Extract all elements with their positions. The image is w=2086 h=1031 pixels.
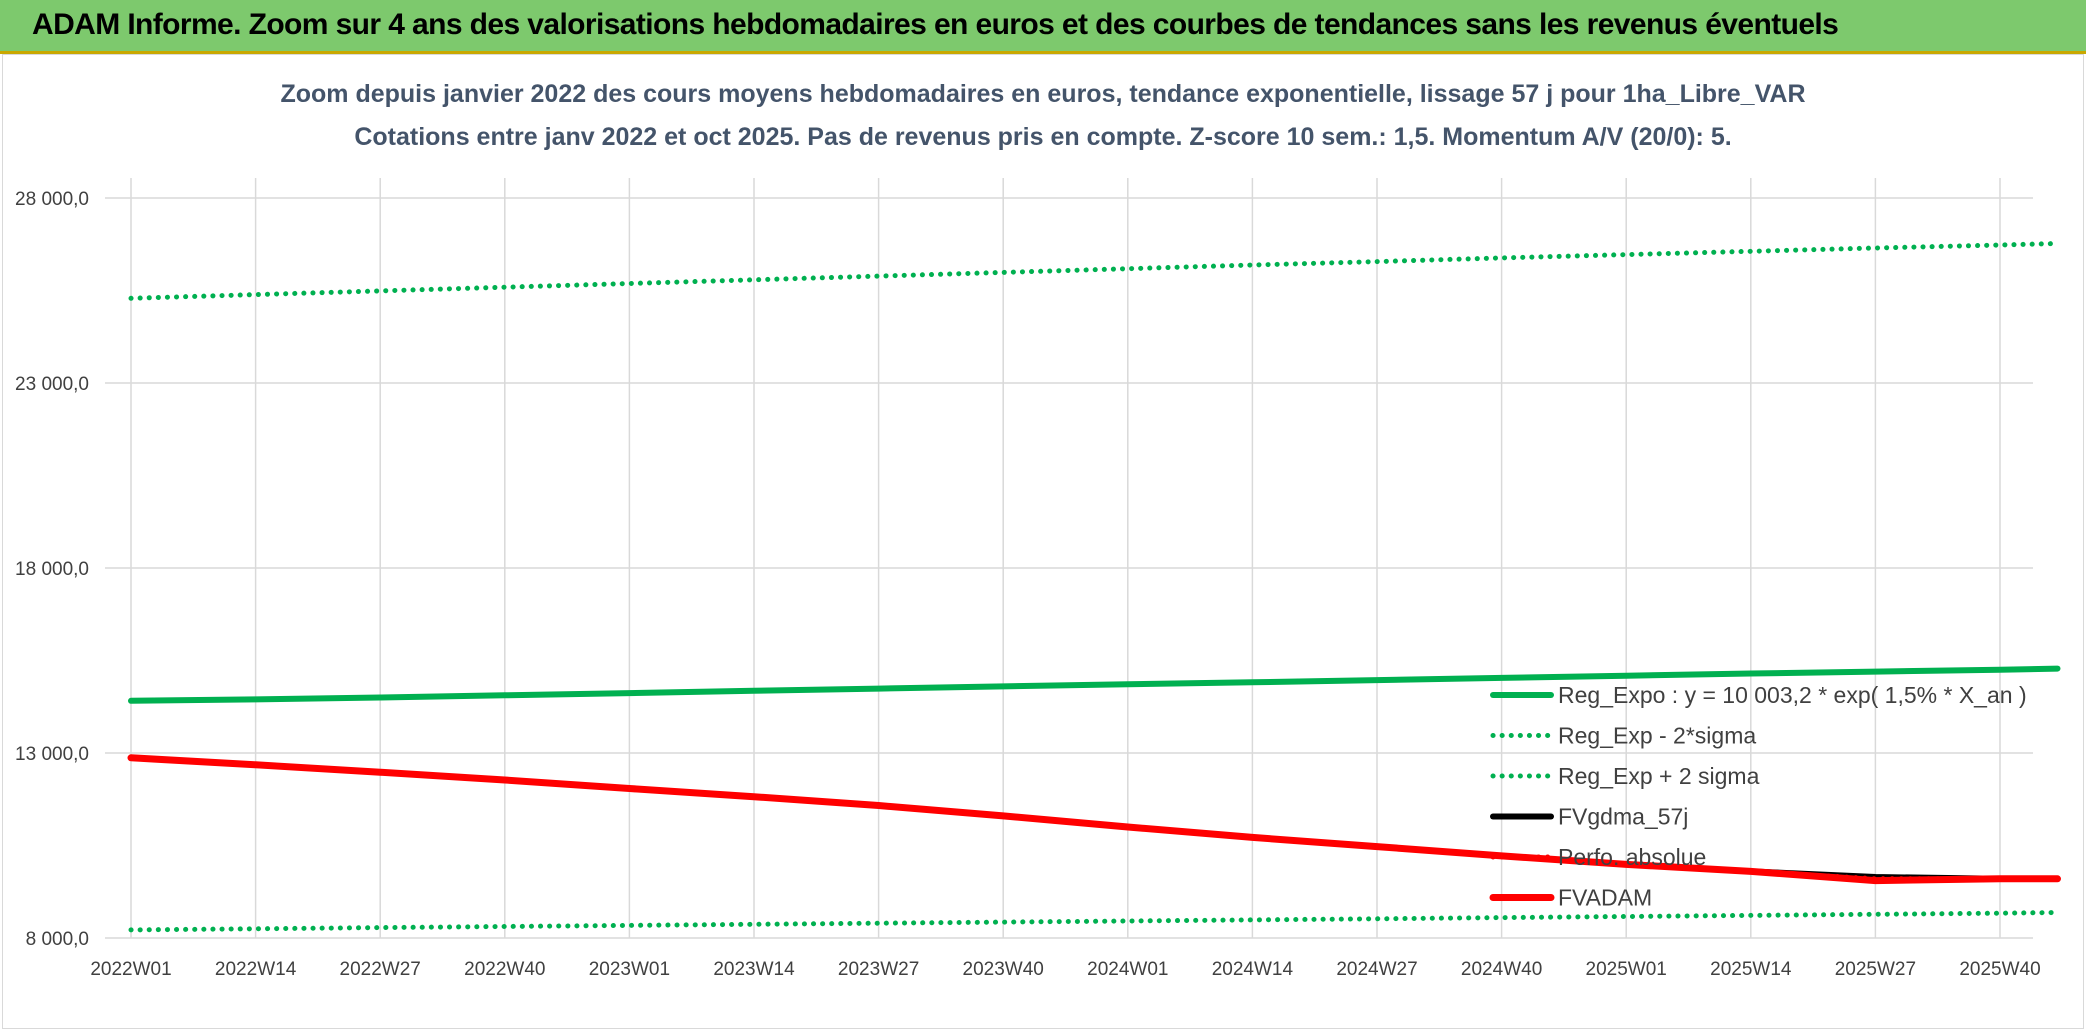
title-bar: ADAM Informe. Zoom sur 4 ans des valoris… [0,0,2086,54]
x-tick-label: 2025W40 [1959,959,2040,980]
x-tick-label: 2025W01 [1586,959,1667,980]
y-tick-label: 13 000,0 [15,744,89,765]
x-tick-label: 2024W40 [1461,959,1542,980]
legend-label: Reg_Exp - 2*sigma [1558,723,1756,749]
legend-label: Perfo. absolue [1558,844,1706,870]
x-tick-label: 2022W27 [340,959,421,980]
chart-subtitle: Cotations entre janv 2022 et oct 2025. P… [354,123,1731,151]
x-tick-label: 2024W27 [1336,959,1417,980]
legend-label: FVgdma_57j [1558,804,1688,830]
y-tick-label: 8 000,0 [26,929,89,950]
legend-label: FVADAM [1558,885,1652,911]
line-chart: 28 000,023 000,018 000,013 000,08 000,02… [15,80,2061,980]
grid-lines [105,178,2033,939]
legend: Reg_Expo : y = 10 003,2 * exp( 1,5% * X_… [1489,682,2027,911]
legend-label: Reg_Expo : y = 10 003,2 * exp( 1,5% * X_… [1558,682,2027,708]
series-line-1 [128,910,2060,933]
page-title: ADAM Informe. Zoom sur 4 ans des valoris… [32,8,1839,41]
chart-area: 28 000,0 23 000,0 18 000,0 13 000,0 8 000,0 2… [2,54,2084,1029]
x-tick-label: 2024W01 [1087,959,1168,980]
y-tick-label: 18 000,0 [15,559,89,580]
chart-title: Zoom depuis janvier 2022 des cours moyen… [280,80,1805,108]
y-tick-label: 23 000,0 [15,374,89,395]
series-line-2 [128,241,2060,301]
x-tick-label: 2022W40 [464,959,545,980]
x-tick-label: 2023W40 [963,959,1044,980]
series-line-0 [128,665,2061,704]
x-tick-label: 2022W14 [215,959,297,980]
axis-labels: 28 000,023 000,018 000,013 000,08 000,02… [15,189,2041,980]
x-tick-label: 2024W14 [1212,959,1294,980]
y-tick-label: 28 000,0 [15,189,89,210]
x-tick-label: 2025W14 [1710,959,1792,980]
x-tick-label: 2023W27 [838,959,919,980]
x-tick-label: 2022W01 [90,959,171,980]
x-tick-label: 2023W14 [713,959,795,980]
legend-label: Reg_Exp + 2 sigma [1558,763,1760,789]
x-tick-label: 2023W01 [589,959,670,980]
series-group [127,241,2061,933]
x-tick-label: 2025W27 [1835,959,1916,980]
series-line-5 [127,754,2061,885]
